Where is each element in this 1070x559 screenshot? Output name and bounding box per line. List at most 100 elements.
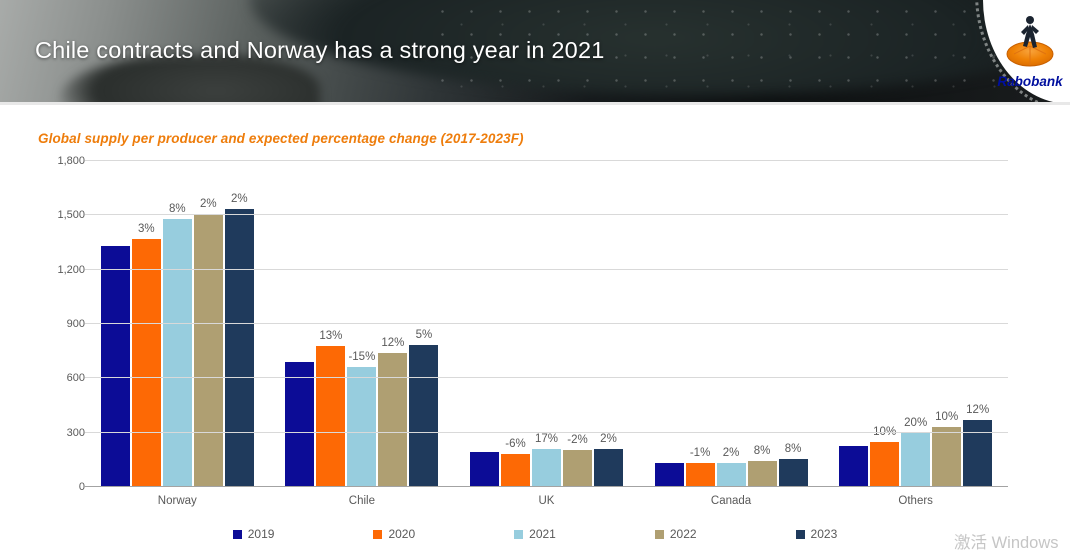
bar-column: 8% (747, 161, 777, 487)
bar-group-uk: -6% 17% -2% 2% (469, 161, 623, 487)
gridline (85, 377, 1008, 379)
bar-column (285, 161, 315, 487)
bar-column: 8% (778, 161, 808, 487)
bar-value-label: 10% (935, 411, 959, 424)
bar-canada-2023 (778, 458, 808, 487)
bar-value-label: 2% (230, 193, 248, 205)
bar-others-2019 (839, 446, 869, 487)
bar-column: 20% (901, 161, 931, 487)
bar-column: 8% (162, 161, 192, 487)
x-axis-label-uk: UK (538, 495, 555, 507)
bar-value-label: 13% (319, 330, 343, 343)
bar-group-canada: -1% 2% 8% 8% (654, 161, 808, 487)
bar-group-others: 10% 20% 10% 12% (839, 161, 993, 487)
bar-uk-2023 (593, 448, 623, 487)
legend-item-2019: 2019 (232, 527, 274, 541)
bar-column (654, 161, 684, 487)
bar-value-label: -6% (505, 438, 526, 451)
photo-speckles (428, 0, 1070, 102)
x-axis-label-chile: Chile (348, 495, 375, 507)
bar-norway-2022 (193, 214, 223, 487)
bar-column: 2% (224, 161, 254, 487)
bar-value-label: -1% (689, 447, 711, 460)
gridline (85, 214, 1008, 216)
header-banner: Chile contracts and Norway has a strong … (0, 0, 1070, 105)
legend-item-2021: 2021 (514, 527, 556, 541)
legend-item-2020: 2020 (373, 527, 415, 541)
bar-group-norway: 3% 8% 2% 2% (100, 161, 254, 487)
bar-value-label: 8% (168, 203, 186, 216)
y-tick-label: 0 (78, 481, 85, 493)
legend-label: 2020 (388, 527, 416, 541)
bar-canada-2021 (716, 462, 746, 487)
y-tick-label: 1,200 (57, 263, 85, 276)
svg-text:Rabobank: Rabobank (997, 74, 1064, 89)
bar-column: 5% (409, 161, 439, 487)
bar-value-label: 2% (199, 198, 217, 211)
bar-chile-2019 (285, 362, 315, 487)
x-axis-label-norway: Norway (157, 495, 197, 507)
bar-group-chile: 13% -15% 12% 5% (285, 161, 439, 487)
bar-canada-2019 (654, 463, 684, 487)
bar-value-label: 3% (137, 222, 155, 235)
bar-others-2021 (901, 432, 931, 487)
y-tick-label: 300 (66, 426, 85, 439)
y-tick-label: 1,800 (57, 155, 85, 167)
legend-swatch-icon (232, 529, 242, 539)
legend-item-2023: 2023 (795, 527, 837, 541)
bar-value-label: 2% (600, 432, 617, 445)
bar-column (469, 161, 499, 487)
bar-column: 12% (378, 161, 408, 487)
bar-groups: 3% 8% 2% 2% 13% -15% 12% 5% -6% 17% -2% 2% -1% 2% 8% 8%… (85, 161, 1008, 487)
bar-column (839, 161, 869, 487)
bar-column: -6% (500, 161, 530, 487)
bar-uk-2021 (531, 448, 561, 487)
bar-value-label: 20% (904, 416, 928, 429)
x-axis-line (85, 486, 1008, 487)
rabobank-logo: Rabobank (983, 0, 1070, 102)
bar-norway-2023 (224, 209, 254, 487)
bar-column (100, 161, 130, 487)
bar-column: 12% (963, 161, 993, 487)
legend-label: 2022 (669, 527, 697, 541)
bar-value-label: 8% (784, 442, 802, 455)
bar-column: 3% (131, 161, 161, 487)
bar-value-label: 12% (381, 336, 405, 349)
y-tick-label: 600 (66, 372, 85, 385)
bar-others-2020 (870, 442, 900, 487)
legend-label: 2021 (529, 527, 556, 541)
bar-norway-2021 (162, 219, 192, 487)
bar-canada-2022 (747, 460, 777, 487)
x-axis-labels: Norway Chile UK Canada Others (85, 495, 1008, 507)
plot-area: 3% 8% 2% 2% 13% -15% 12% 5% -6% 17% -2% 2% -1% 2% 8% 8%… (57, 155, 1008, 493)
gridline (85, 323, 1008, 324)
slide-title: Chile contracts and Norway has a strong … (35, 37, 605, 63)
bar-column: 17% (531, 161, 561, 487)
legend-swatch-icon (514, 529, 524, 539)
bar-value-label: -2% (567, 433, 588, 446)
bar-uk-2022 (562, 449, 592, 487)
bar-column: 13% (316, 161, 346, 487)
bar-chile-2022 (378, 352, 408, 487)
bar-norway-2020 (131, 238, 161, 487)
legend-swatch-icon (373, 529, 383, 539)
y-tick-label: 1,500 (57, 209, 85, 222)
bar-uk-2020 (500, 454, 530, 487)
bar-value-label: 2% (722, 446, 740, 459)
bar-column: -2% (562, 161, 592, 487)
y-tick-label: 900 (66, 318, 85, 330)
bar-column: 10% (870, 161, 900, 487)
bar-column: 10% (932, 161, 962, 487)
bar-value-label: 12% (966, 404, 990, 417)
bar-column: 2% (193, 161, 223, 487)
x-axis-label-canada: Canada (710, 495, 752, 507)
bar-chile-2021 (347, 367, 377, 487)
bar-column: 2% (716, 161, 746, 487)
bar-chile-2020 (316, 346, 346, 487)
bar-column: -15% (347, 161, 377, 487)
rabobank-figure-icon: Rabobank (997, 16, 1064, 89)
legend-swatch-icon (795, 529, 805, 539)
chart-title: Global supply per producer and expected … (38, 131, 524, 146)
bar-canada-2020 (685, 463, 715, 487)
